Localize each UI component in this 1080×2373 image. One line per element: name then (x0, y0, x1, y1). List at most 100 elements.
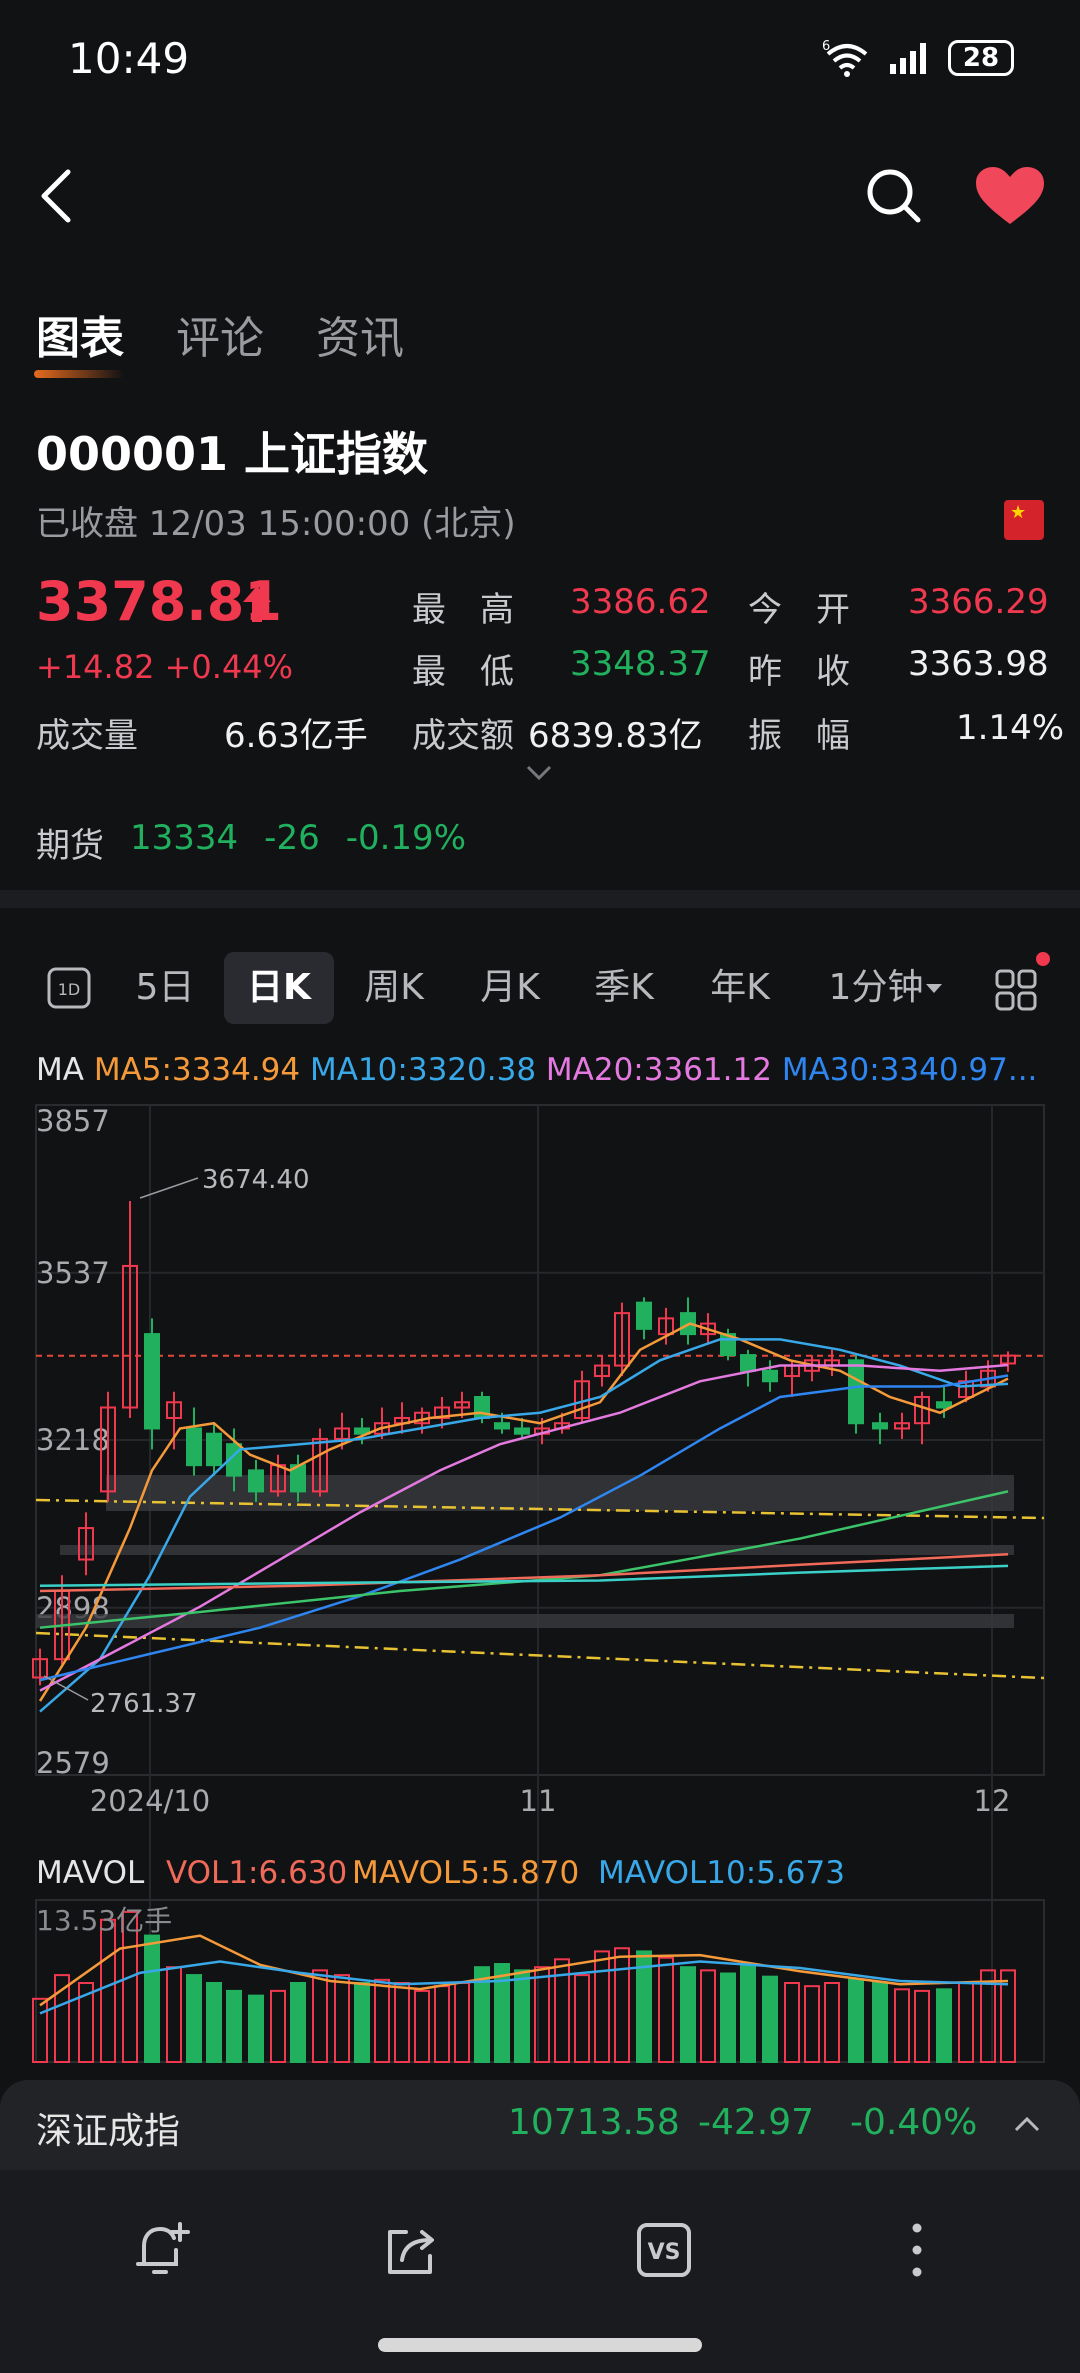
volume-bar-up (394, 1982, 410, 2063)
volume-bar-down (848, 1978, 864, 2063)
candle-up (32, 1658, 48, 1679)
volume-bar-up (980, 1969, 996, 2063)
candle-down (354, 1427, 370, 1435)
volume-bar-up (78, 1982, 94, 2063)
tab-news[interactable]: 资讯 (316, 313, 404, 364)
high-label: 最 高 (412, 590, 514, 630)
low-value: 3348.37 (570, 644, 711, 684)
candle-up (374, 1422, 390, 1435)
support-zone (106, 1475, 1014, 1511)
ma30-line (39, 1374, 1009, 1682)
volume-value: 6.63亿手 (224, 716, 368, 756)
status-icons: 6 28 (822, 38, 1014, 78)
svg-text:1D: 1D (58, 980, 81, 999)
wifi-label: 6 (822, 39, 830, 54)
period-weekly-k[interactable]: 周K (364, 967, 424, 1008)
volume-bar-up (534, 1966, 550, 2063)
bottom-index-pct: -0.40% (850, 2102, 978, 2143)
trend-line (35, 1631, 1045, 1680)
period-yearly-k[interactable]: 年K (710, 967, 770, 1008)
share-icon[interactable] (384, 2222, 440, 2278)
status-time: 10:49 (68, 34, 190, 83)
candle-up (100, 1406, 116, 1493)
bottom-index-bar[interactable]: 深证成指 10713.58 -42.97 -0.40% (0, 2080, 1080, 2170)
y-tick-label: 3857 (36, 1104, 110, 1138)
back-arrow-icon[interactable] (32, 164, 82, 228)
volume-bar-up (434, 1985, 450, 2064)
period-1min[interactable]: 1分钟 (828, 967, 924, 1008)
price-change: +14.82 +0.44% (36, 648, 294, 686)
period-quarterly-k[interactable]: 季K (594, 967, 654, 1008)
bottom-index-price: 10713.58 (508, 2102, 680, 2143)
bottom-index-change: -42.97 (698, 2102, 815, 2143)
ma120-line (39, 1553, 1009, 1593)
amplitude-label: 振 幅 (748, 716, 850, 756)
ma30-value: MA30:3340.97... (781, 1052, 1038, 1088)
candle-down (144, 1333, 160, 1430)
section-divider (0, 890, 1080, 908)
amplitude-value: 1.14% (956, 708, 1065, 748)
1d-icon[interactable]: 1D (46, 966, 92, 1010)
candle-down (936, 1401, 952, 1409)
current-price: 3378.81 (36, 570, 282, 633)
ma-label: MA (36, 1052, 84, 1088)
volume-bar-down (936, 1988, 952, 2063)
candle-down (494, 1422, 510, 1430)
bell-alert-icon[interactable] (134, 2220, 190, 2280)
home-indicator (378, 2338, 702, 2352)
volume-max-label: 13.53亿手 (36, 1904, 172, 1937)
y-tick-label: 3537 (36, 1256, 110, 1290)
period-5day[interactable]: 5日 (135, 967, 195, 1008)
period-selector: 1D 5日 日K 周K 月K 季K 年K 1分钟 (0, 952, 1080, 1024)
ma20-line (39, 1363, 1009, 1692)
chevron-up-icon[interactable] (1012, 2114, 1042, 2134)
content-tabs: 图表 评论 资讯 (34, 302, 404, 378)
volume-bar-up (804, 1985, 820, 2064)
volume-bar-up (658, 1956, 674, 2063)
x-tick-label: 12 (974, 1784, 1011, 1818)
volume-bar-up (334, 1974, 350, 2063)
china-flag-icon: ★ (1004, 500, 1044, 540)
ma250-line (39, 1564, 1009, 1587)
period-daily-k[interactable]: 日K (224, 952, 334, 1024)
volume-bar-up (454, 1982, 470, 2063)
volume-bar-down (474, 1966, 490, 2063)
high-value: 3386.62 (570, 582, 711, 622)
search-icon[interactable] (862, 164, 926, 228)
volume-bar-down (494, 1963, 510, 2064)
vol1-value: VOL1:6.630 (166, 1855, 347, 1891)
battery-icon: 28 (948, 40, 1014, 76)
support-zone (60, 1545, 1014, 1555)
volume-bar-up (312, 1969, 328, 2063)
futures-row[interactable]: 期货 13334 -26 -0.19% (36, 818, 466, 867)
tab-comments[interactable]: 评论 (176, 313, 264, 364)
period-monthly-k[interactable]: 月K (480, 967, 540, 1008)
volume-bar-up (700, 1969, 716, 2063)
svg-text:VS: VS (648, 2240, 681, 2265)
volume-bar-down (636, 1950, 652, 2064)
volume-bar-up (784, 1982, 800, 2063)
volume-bar-down (226, 1989, 242, 2064)
volume-bar-up (122, 1910, 138, 2064)
volume-bar-up (270, 1989, 286, 2064)
up-arrow-icon (243, 586, 271, 622)
more-options-icon[interactable] (902, 2220, 932, 2280)
candle-up (78, 1527, 94, 1561)
vs-compare-icon[interactable]: VS (636, 2222, 692, 2278)
candle-up (122, 1264, 138, 1409)
mavol5-value: MAVOL5:5.870 (352, 1855, 579, 1891)
chevron-down-icon[interactable] (522, 762, 556, 784)
futures-price: 13334 (130, 818, 239, 858)
volume-bar-up (32, 1997, 48, 2064)
status-bar: 10:49 6 28 (0, 0, 1080, 120)
dropdown-caret-icon[interactable] (924, 982, 944, 996)
candle-down (740, 1354, 756, 1372)
candle-up (700, 1322, 716, 1336)
grid-menu-icon[interactable] (994, 968, 1038, 1012)
candle-down (248, 1469, 264, 1493)
tab-chart[interactable]: 图表 (34, 302, 124, 378)
favorite-heart-icon[interactable] (974, 166, 1046, 228)
candle-down (872, 1422, 888, 1430)
candle-up (434, 1406, 450, 1419)
